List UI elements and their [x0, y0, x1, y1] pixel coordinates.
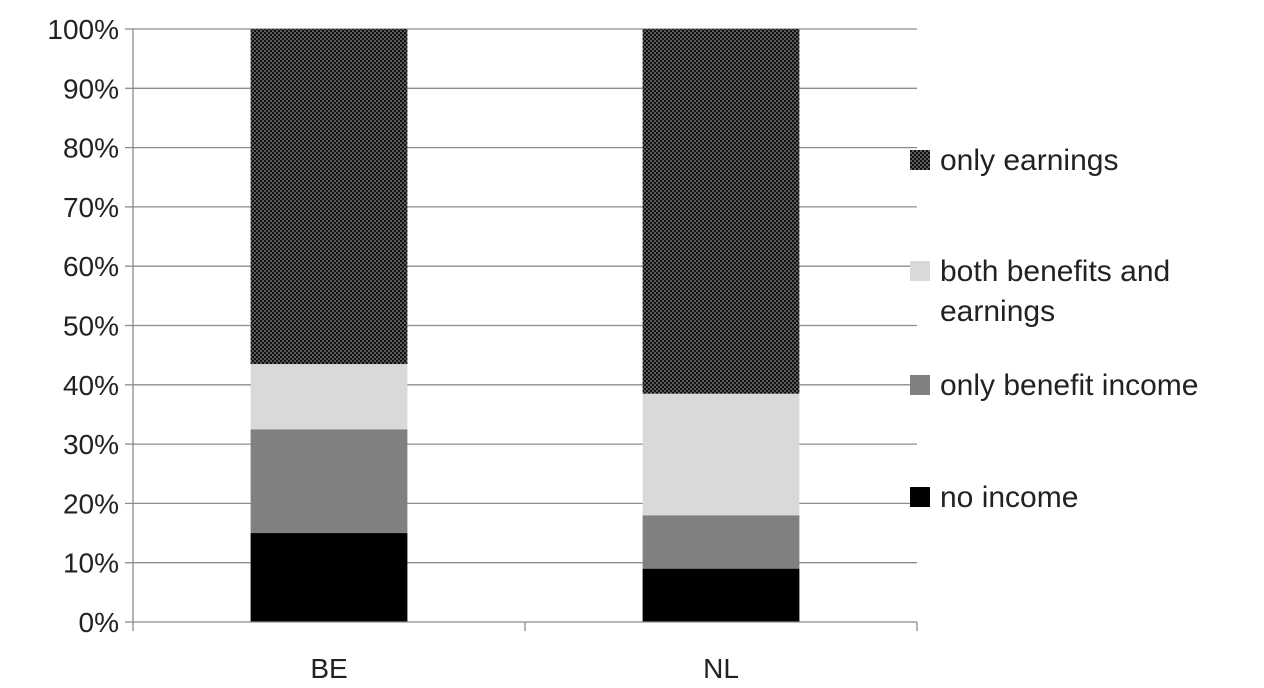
y-tick-label: 90%: [63, 73, 119, 104]
legend: only earnings both benefits and earnings on…: [910, 144, 1199, 514]
bar-be-no-income: [250, 533, 408, 622]
x-category-label: NL: [703, 653, 739, 684]
legend-label-line: both benefits and: [940, 255, 1170, 288]
legend-item-only-benefit-income: only benefit income: [910, 369, 1199, 402]
x-category-label: BE: [310, 653, 347, 684]
y-tick-label: 20%: [63, 488, 119, 519]
y-tick-label: 80%: [63, 133, 119, 164]
y-tick-label: 0%: [79, 607, 119, 638]
bar-be-both-benefits-and-earnings: [250, 364, 408, 430]
bar-nl-no-income: [642, 568, 800, 622]
bar-nl-both-benefits-and-earnings: [642, 393, 800, 516]
legend-label-line: earnings: [940, 295, 1055, 328]
legend-label: only earnings: [940, 144, 1118, 177]
legend-label: only benefit income: [940, 369, 1199, 402]
bar-be-only-earnings: [250, 29, 408, 365]
legend-item-no-income: no income: [910, 481, 1078, 514]
y-tick-label: 70%: [63, 192, 119, 223]
legend-label-line: no income: [940, 481, 1078, 514]
legend-swatch: [910, 375, 930, 395]
legend-swatch: [910, 150, 930, 170]
y-tick-label: 30%: [63, 429, 119, 460]
legend-label-line: only benefit income: [940, 369, 1199, 402]
legend-label: both benefits and earnings: [940, 255, 1170, 328]
legend-item-both-benefits-and-earnings: both benefits and earnings: [910, 255, 1170, 328]
axes: 0% 10% 20% 30% 40% 50% 60% 70% 80% 90% 100% BE NL: [47, 14, 918, 684]
legend-label-line: only earnings: [940, 144, 1118, 177]
bar-be-only-benefit-income: [250, 429, 408, 534]
bar-nl-only-benefit-income: [642, 515, 800, 569]
y-tick-label: 40%: [63, 370, 119, 401]
y-tick-label: 60%: [63, 251, 119, 282]
bars: [250, 29, 800, 622]
bar-nl-only-earnings: [642, 29, 800, 394]
legend-item-only-earnings: only earnings: [910, 144, 1118, 177]
y-tick-label: 50%: [63, 311, 119, 342]
y-tick-label: 10%: [63, 548, 119, 579]
legend-label: no income: [940, 481, 1078, 514]
y-tick-label: 100%: [47, 14, 119, 45]
legend-swatch: [910, 487, 930, 507]
legend-swatch: [910, 261, 930, 281]
